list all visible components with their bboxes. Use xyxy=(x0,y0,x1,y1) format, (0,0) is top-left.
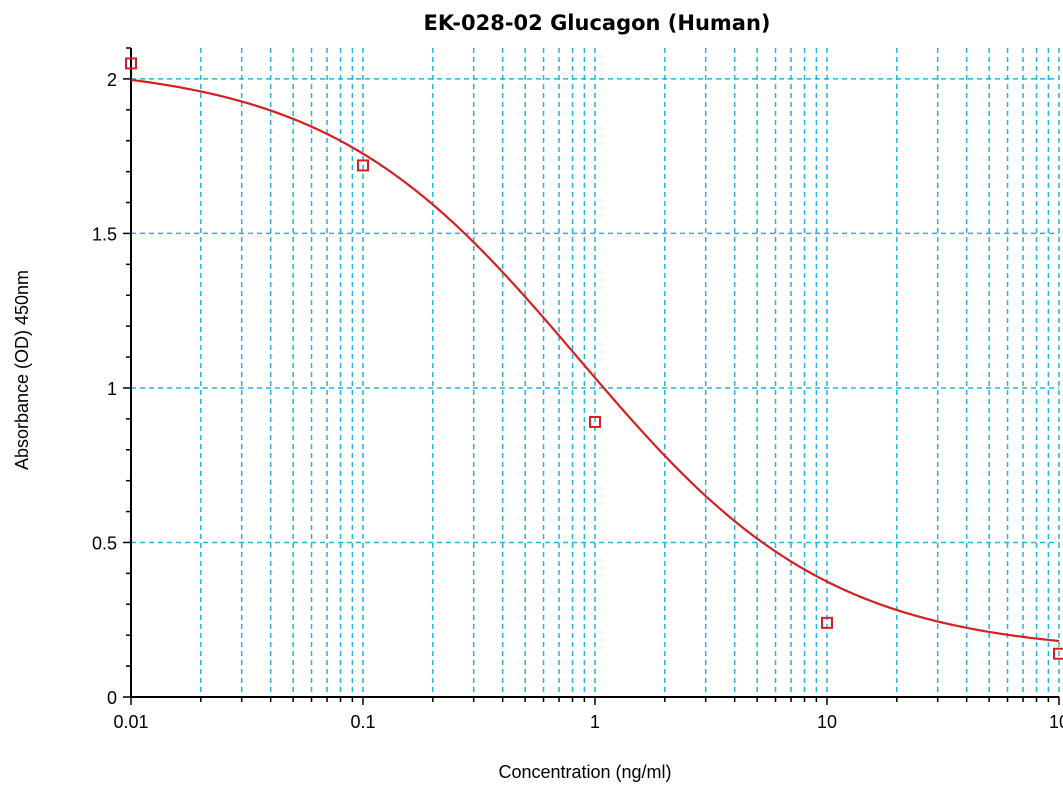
data-point xyxy=(1053,647,1063,660)
y-tick-label: 1.5 xyxy=(92,224,117,244)
y-tick-label: 1 xyxy=(107,379,117,399)
data-point xyxy=(125,57,137,70)
y-axis-label: Absorbance (OD) 450nm xyxy=(12,270,32,470)
y-axis-ticks: 0 0.5 1 1.5 2 xyxy=(92,47,131,708)
plot-area xyxy=(125,57,1063,660)
y-tick-label: 2 xyxy=(107,70,117,90)
x-axis-label: Concentration (ng/ml) xyxy=(498,762,671,782)
x-tick-label: 10 xyxy=(817,712,837,732)
x-tick-label: 1 xyxy=(590,712,600,732)
data-point xyxy=(357,159,369,172)
y-tick-label: 0.5 xyxy=(92,533,117,553)
x-axis-ticks: 0.01 0.1 1 10 10 xyxy=(113,697,1063,732)
chart-title: EK-028-02 Glucagon (Human) xyxy=(423,11,770,35)
x-tick-label: 0.1 xyxy=(350,712,375,732)
fit-curve xyxy=(130,78,1060,643)
x-tick-label: 10 xyxy=(1049,712,1063,732)
x-tick-label: 0.01 xyxy=(113,712,148,732)
data-point xyxy=(589,415,601,428)
grid xyxy=(131,48,1060,697)
y-tick-label: 0 xyxy=(107,688,117,708)
data-point xyxy=(821,616,833,629)
